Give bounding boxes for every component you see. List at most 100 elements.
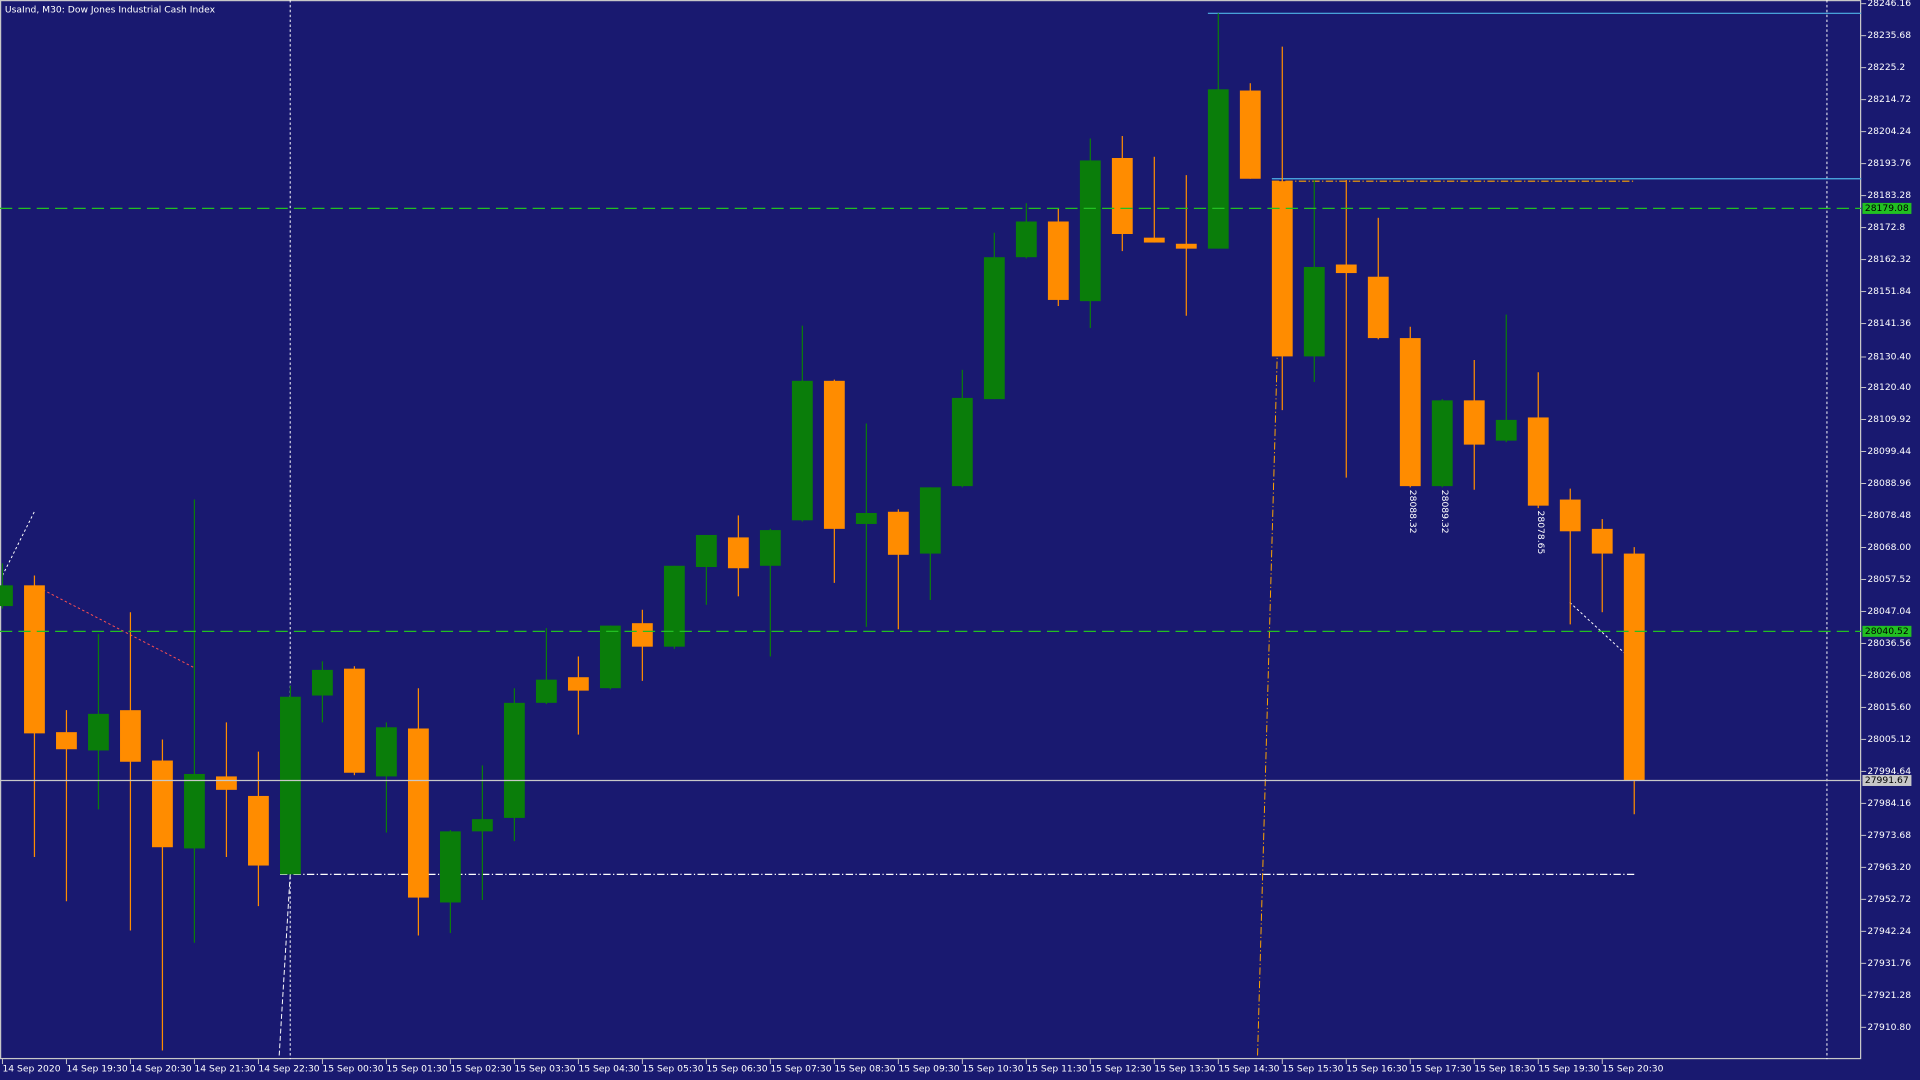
plot-frame bbox=[0, 0, 1862, 1060]
x-tick-label: 15 Sep 10:30 bbox=[962, 1063, 1023, 1074]
trade-line bbox=[2, 511, 35, 576]
candle-body bbox=[887, 511, 909, 555]
y-tick-label: 28246.16 bbox=[1867, 0, 1911, 9]
x-tick-label: 15 Sep 19:30 bbox=[1538, 1063, 1599, 1074]
candle-body bbox=[983, 257, 1005, 400]
candle-body bbox=[599, 625, 621, 689]
candle-body bbox=[343, 668, 365, 773]
trade-line bbox=[278, 874, 291, 1056]
y-tick-label: 28005.12 bbox=[1867, 734, 1911, 745]
candle-body bbox=[471, 819, 493, 832]
candle-body bbox=[216, 776, 237, 790]
trade-line bbox=[34, 584, 194, 668]
y-tick-label: 28235.68 bbox=[1867, 30, 1911, 41]
candle-body bbox=[567, 677, 589, 691]
y-tick-label: 28162.32 bbox=[1867, 254, 1911, 265]
candle-body bbox=[759, 530, 781, 566]
candle-body bbox=[1015, 221, 1037, 258]
level-label-box bbox=[1862, 202, 1912, 214]
y-tick-label: 27921.28 bbox=[1867, 990, 1911, 1001]
y-tick-label: 28214.72 bbox=[1867, 94, 1911, 105]
x-tick-label: 15 Sep 14:30 bbox=[1218, 1063, 1279, 1074]
candle-body bbox=[56, 732, 77, 750]
y-tick-label: 28151.84 bbox=[1867, 286, 1911, 297]
x-tick-label: 14 Sep 21:30 bbox=[194, 1063, 255, 1074]
candle-body bbox=[439, 831, 461, 903]
trade-line bbox=[1257, 183, 1283, 1056]
candle-body bbox=[631, 623, 653, 647]
candle-body bbox=[1463, 400, 1485, 445]
candle-body bbox=[184, 773, 205, 849]
y-tick-label: 28088.96 bbox=[1867, 478, 1911, 489]
x-tick-label: 15 Sep 04:30 bbox=[578, 1063, 639, 1074]
level-label: 28040.52 bbox=[1865, 626, 1909, 637]
trade-annotation: 28078.65 bbox=[1535, 511, 1546, 555]
y-tick-label: 28120.40 bbox=[1867, 382, 1911, 393]
level-label-box bbox=[1862, 625, 1912, 637]
x-tick-label: 15 Sep 02:30 bbox=[450, 1063, 511, 1074]
candle-body bbox=[1527, 417, 1549, 506]
candle-body bbox=[0, 585, 13, 607]
candle-body bbox=[1495, 419, 1517, 441]
chart-title: UsaInd, M30: Dow Jones Industrial Cash I… bbox=[5, 4, 216, 15]
y-tick-label: 28099.44 bbox=[1867, 446, 1911, 457]
x-tick-label: 15 Sep 07:30 bbox=[770, 1063, 831, 1074]
candle-body bbox=[1047, 221, 1069, 300]
candle-body bbox=[855, 512, 877, 524]
x-tick-label: 15 Sep 11:30 bbox=[1026, 1063, 1087, 1074]
x-tick-label: 14 Sep 2020 bbox=[2, 1063, 60, 1074]
candle-body bbox=[120, 710, 141, 762]
x-tick-label: 15 Sep 13:30 bbox=[1154, 1063, 1215, 1074]
x-tick-label: 15 Sep 03:30 bbox=[514, 1063, 575, 1074]
y-tick-label: 28047.04 bbox=[1867, 606, 1911, 617]
candle-body bbox=[823, 380, 845, 529]
trade-annotation: 28089.32 bbox=[1439, 490, 1450, 534]
level-label: 27991.67 bbox=[1865, 775, 1909, 786]
x-tick-label: 14 Sep 22:30 bbox=[258, 1063, 319, 1074]
x-tick-label: 15 Sep 16:30 bbox=[1346, 1063, 1407, 1074]
x-tick-label: 15 Sep 18:30 bbox=[1474, 1063, 1535, 1074]
x-tick-label: 15 Sep 15:30 bbox=[1282, 1063, 1343, 1074]
candle-body bbox=[248, 795, 269, 866]
candle-body bbox=[1079, 160, 1101, 302]
x-tick-label: 15 Sep 01:30 bbox=[386, 1063, 447, 1074]
candle-body bbox=[1623, 553, 1645, 781]
y-tick-label: 28172.8 bbox=[1867, 222, 1905, 233]
candle-body bbox=[1175, 243, 1197, 249]
y-tick-label: 27984.16 bbox=[1867, 798, 1911, 809]
candle-body bbox=[1591, 528, 1613, 554]
candle-body bbox=[152, 760, 173, 848]
x-tick-label: 14 Sep 19:30 bbox=[66, 1063, 127, 1074]
y-tick-label: 28057.52 bbox=[1867, 574, 1911, 585]
y-tick-label: 28068.00 bbox=[1867, 542, 1911, 553]
candle-body bbox=[1399, 338, 1421, 487]
y-tick-label: 28130.40 bbox=[1867, 352, 1911, 363]
candle-body bbox=[1271, 181, 1293, 357]
candle-body bbox=[1559, 499, 1581, 532]
candle-body bbox=[1431, 400, 1453, 487]
candle-body bbox=[503, 702, 525, 818]
candle-body bbox=[951, 397, 973, 487]
y-tick-label: 28193.76 bbox=[1867, 158, 1911, 169]
x-tick-label: 15 Sep 05:30 bbox=[642, 1063, 703, 1074]
y-tick-label: 28015.60 bbox=[1867, 702, 1911, 713]
y-tick-label: 27910.80 bbox=[1867, 1022, 1911, 1033]
candle-body bbox=[695, 534, 717, 568]
level-label: 28179.08 bbox=[1865, 203, 1909, 214]
candle-body bbox=[919, 487, 941, 554]
y-tick-label: 27994.64 bbox=[1867, 766, 1911, 777]
candle-body bbox=[535, 679, 557, 703]
x-tick-label: 15 Sep 00:30 bbox=[322, 1063, 383, 1074]
candle-body bbox=[24, 585, 45, 734]
y-tick-label: 27952.72 bbox=[1867, 894, 1911, 905]
x-tick-label: 15 Sep 12:30 bbox=[1090, 1063, 1151, 1074]
y-tick-label: 27942.24 bbox=[1867, 926, 1911, 937]
candle-body bbox=[280, 696, 301, 875]
y-tick-label: 28078.48 bbox=[1867, 510, 1911, 521]
candle-body bbox=[1239, 90, 1261, 179]
candle-body bbox=[375, 727, 397, 777]
y-tick-label: 27931.76 bbox=[1867, 958, 1911, 969]
candle-body bbox=[663, 565, 685, 647]
